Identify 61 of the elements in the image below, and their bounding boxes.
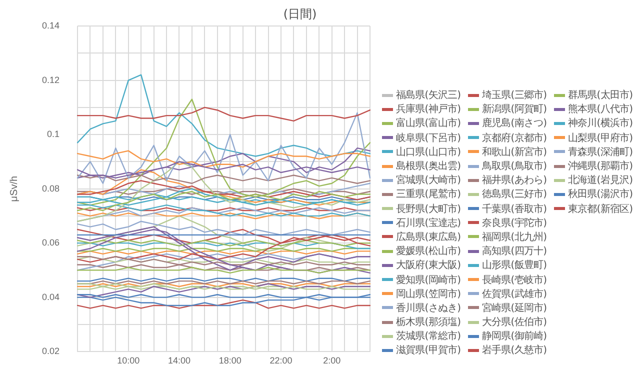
legend-label: 大分県(佐伯市) <box>482 316 547 330</box>
legend-label: 秋田県(湯沢市) <box>568 188 633 202</box>
y-axis-title: μSv/h <box>8 176 20 202</box>
legend-label: 千葉県(香取市) <box>482 202 547 216</box>
legend-label: 神奈川(横浜市) <box>568 116 633 130</box>
legend-label: 熊本県(八代市) <box>568 102 633 116</box>
legend-label: 高知県(四万十) <box>482 244 547 258</box>
legend-label: 新潟県(阿賀町) <box>482 102 547 116</box>
legend-label: 京都府(京都市) <box>482 132 547 145</box>
legend-label: 兵庫県(神戸市) <box>396 102 461 116</box>
legend-label: 広島県(東広島) <box>396 230 461 244</box>
legend-label: 香川県(さぬき) <box>396 302 461 315</box>
legend-label: 埼玉県(三郷市) <box>482 88 547 102</box>
x-tick-label: 10:00 <box>117 355 140 366</box>
legend-label: 岐阜県(下呂市) <box>396 132 461 145</box>
legend-label: 東京都(新宿区) <box>568 202 633 216</box>
legend-label: 栃木県(那須塩) <box>396 316 461 330</box>
legend-label: 北海道(岩見沢) <box>568 174 633 188</box>
legend-label: 島根県(奥出雲) <box>396 160 461 174</box>
legend-label: 鹿児島(南さつ) <box>482 116 547 130</box>
legend-label: 大阪府(東大阪) <box>396 258 461 272</box>
legend-label: 山梨県(甲府市) <box>568 132 633 145</box>
y-tick-label: 0.06 <box>42 238 60 248</box>
y-tick-label: 0.1 <box>47 129 60 140</box>
legend-label: 岩手県(久慈市) <box>482 344 547 358</box>
legend-label: 三重県(尾鷲市) <box>396 188 461 202</box>
legend-label: 岡山県(笠岡市) <box>396 288 461 301</box>
legend-label: 青森県(深浦町) <box>568 146 633 159</box>
legend-label: 長野県(大町市) <box>396 202 461 216</box>
legend-label: 群馬県(太田市) <box>568 88 633 102</box>
legend-label: 沖縄県(那覇市) <box>568 160 633 174</box>
legend-label: 福島県(矢沢三) <box>396 88 461 102</box>
legend-label: 奈良県(宇陀市) <box>482 216 547 230</box>
legend-label: 宮城県(大崎市) <box>396 174 461 188</box>
y-tick-label: 0.02 <box>42 346 60 356</box>
legend-label: 和歌山(新宮市) <box>482 146 547 159</box>
legend-label: 鳥取県(鳥取市) <box>482 160 547 174</box>
legend-label: 長崎県(壱岐市) <box>482 274 547 287</box>
legend-label: 石川県(宝達志) <box>396 216 461 230</box>
x-tick-label: 2:00 <box>323 355 341 366</box>
y-tick-label: 0.14 <box>42 20 60 30</box>
legend-label: 宮崎県(延岡市) <box>482 302 547 315</box>
chart-title: (日間) <box>283 7 317 21</box>
legend-label: 福井県(あわら) <box>482 174 547 188</box>
legend-label: 徳島県(三好市) <box>482 188 547 202</box>
legend-label: 愛媛県(松山市) <box>396 244 461 258</box>
y-tick-label: 0.08 <box>42 183 60 194</box>
legend-label: 静岡県(御前崎) <box>482 330 547 344</box>
y-tick-label: 0.12 <box>42 74 60 85</box>
y-tick-label: 0.04 <box>42 292 60 302</box>
legend-label: 茨城県(常総市) <box>396 330 461 344</box>
x-tick-label: 18:00 <box>218 355 242 366</box>
x-tick-label: 14:00 <box>168 355 191 366</box>
legend-label: 富山県(富山市) <box>396 116 461 130</box>
legend-label: 愛知県(岡崎市) <box>396 274 461 287</box>
x-tick-label: 22:00 <box>270 355 292 366</box>
legend-label: 山形県(飯豊町) <box>482 258 547 272</box>
legend-label: 佐賀県(武雄市) <box>482 288 547 301</box>
legend-label: 山口県(山口市) <box>396 146 461 159</box>
legend-label: 滋賀県(甲賀市) <box>396 344 461 358</box>
legend-label: 福岡県(北九州) <box>482 230 547 244</box>
